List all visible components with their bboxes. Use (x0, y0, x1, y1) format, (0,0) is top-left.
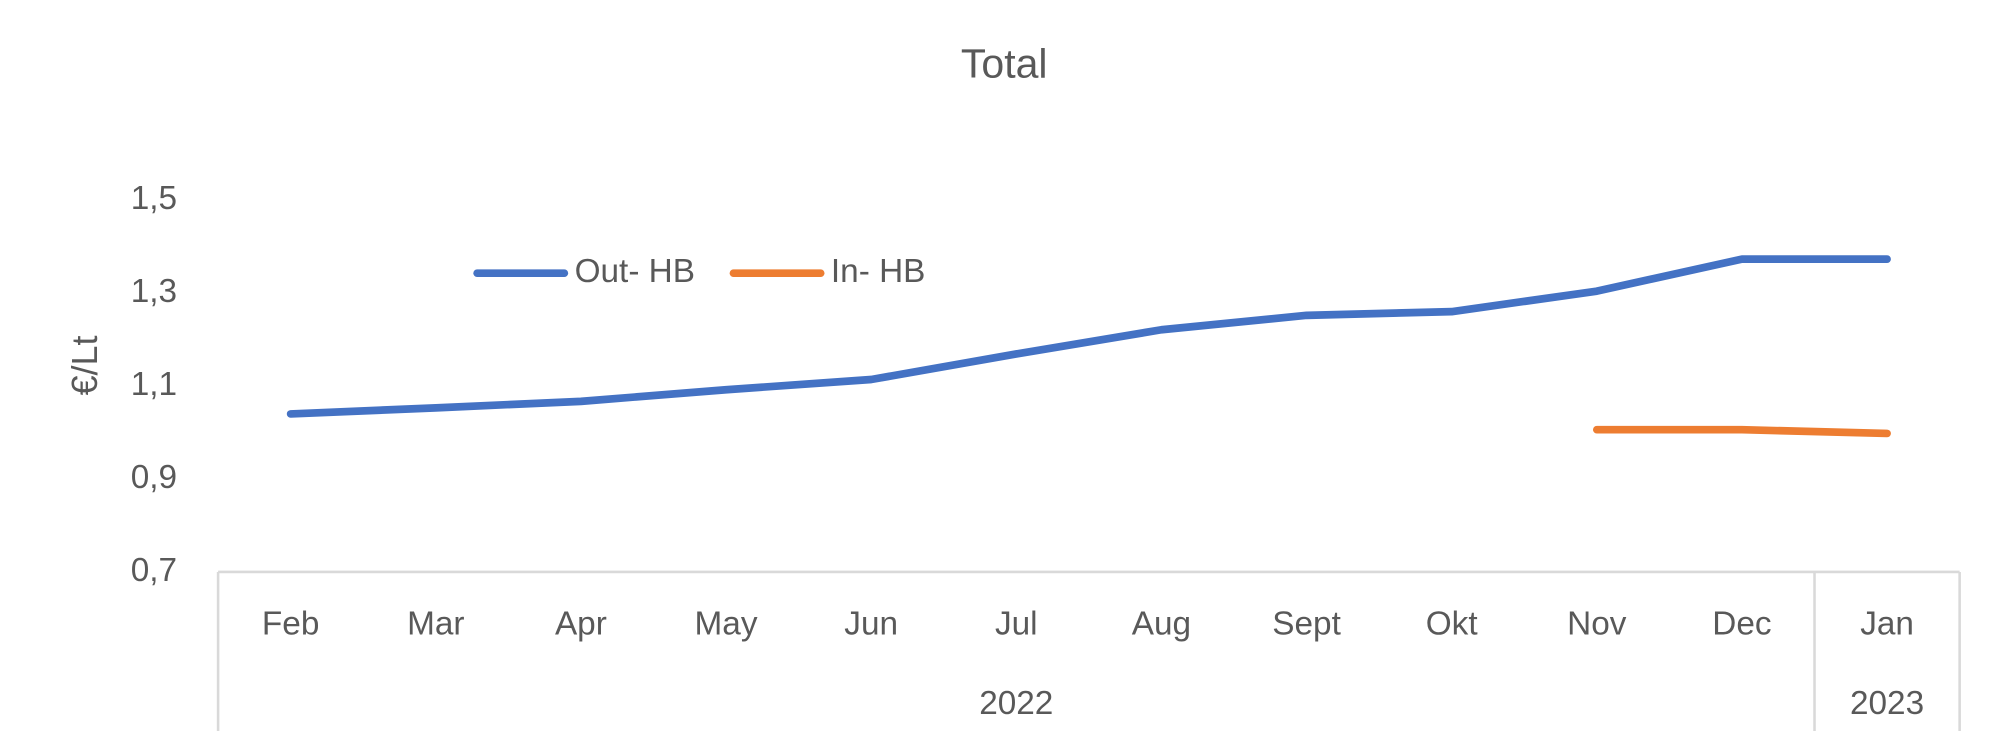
y-tick-label: 1,3 (131, 273, 177, 310)
x-tick-label: Aug (1132, 606, 1191, 643)
chart-title: Total (961, 41, 1048, 87)
x-group-label: 2022 (979, 685, 1053, 722)
y-axis-label: €/Lt (65, 336, 105, 396)
x-tick-label: Apr (555, 606, 607, 643)
x-tick-label: Jun (844, 606, 898, 643)
x-tick-label: Jul (995, 606, 1038, 643)
y-tick-label: 1,1 (131, 366, 177, 403)
x-group-label: 2023 (1850, 685, 1924, 722)
x-tick-label: Feb (262, 606, 319, 643)
y-tick-label: 0,9 (131, 459, 177, 496)
legend-label: In- HB (831, 253, 925, 290)
x-tick-label: Sept (1272, 606, 1341, 643)
legend-label: Out- HB (575, 253, 695, 290)
x-tick-label: Mar (407, 606, 464, 643)
x-tick-label: Jan (1860, 606, 1914, 643)
x-tick-label: Okt (1426, 606, 1479, 643)
series-line (1592, 425, 1891, 438)
x-tick-label: May (695, 606, 758, 643)
series-line (286, 255, 1891, 418)
x-tick-label: Nov (1567, 606, 1627, 643)
y-tick-label: 0,7 (131, 552, 177, 589)
x-tick-label: Dec (1712, 606, 1771, 643)
y-tick-label: 1,5 (131, 180, 177, 217)
